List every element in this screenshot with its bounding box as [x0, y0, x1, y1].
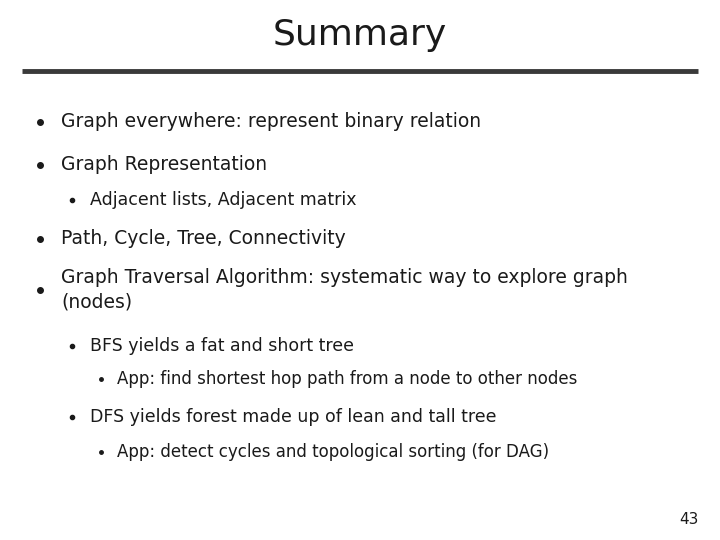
- Text: App: detect cycles and topological sorting (for DAG): App: detect cycles and topological sorti…: [117, 443, 549, 461]
- Text: BFS yields a fat and short tree: BFS yields a fat and short tree: [90, 336, 354, 355]
- Text: DFS yields forest made up of lean and tall tree: DFS yields forest made up of lean and ta…: [90, 408, 497, 426]
- Text: Path, Cycle, Tree, Connectivity: Path, Cycle, Tree, Connectivity: [61, 229, 346, 248]
- Text: Graph Representation: Graph Representation: [61, 155, 267, 174]
- Text: Adjacent lists, Adjacent matrix: Adjacent lists, Adjacent matrix: [90, 191, 356, 209]
- Text: App: find shortest hop path from a node to other nodes: App: find shortest hop path from a node …: [117, 370, 577, 388]
- Text: Summary: Summary: [273, 18, 447, 52]
- Text: 43: 43: [679, 511, 698, 526]
- Text: Graph everywhere: represent binary relation: Graph everywhere: represent binary relat…: [61, 112, 482, 131]
- Text: Graph Traversal Algorithm: systematic way to explore graph
(nodes): Graph Traversal Algorithm: systematic wa…: [61, 268, 628, 312]
